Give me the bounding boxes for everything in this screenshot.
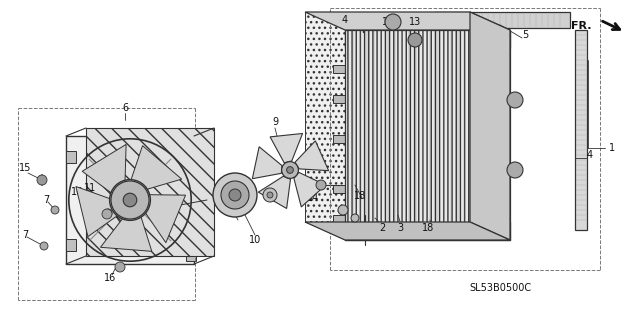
- Bar: [333, 135, 347, 143]
- Polygon shape: [100, 217, 152, 251]
- Circle shape: [115, 262, 125, 272]
- Bar: [66, 136, 194, 264]
- Text: 16: 16: [104, 273, 116, 283]
- Bar: [333, 65, 347, 73]
- Circle shape: [51, 206, 59, 214]
- Circle shape: [385, 14, 401, 30]
- Bar: [435, 12, 570, 28]
- Text: 17: 17: [227, 205, 239, 215]
- Text: 1: 1: [609, 143, 615, 153]
- Circle shape: [37, 175, 47, 185]
- Circle shape: [338, 205, 348, 215]
- Text: 18: 18: [354, 191, 366, 201]
- Circle shape: [507, 162, 523, 178]
- Text: 7: 7: [43, 195, 49, 205]
- Polygon shape: [76, 187, 117, 237]
- Polygon shape: [295, 141, 328, 171]
- Polygon shape: [259, 176, 291, 209]
- Text: 4: 4: [342, 15, 348, 25]
- Bar: [345, 222, 510, 240]
- Text: 4: 4: [587, 150, 593, 160]
- Text: 2: 2: [379, 223, 385, 233]
- Bar: [333, 215, 347, 223]
- Text: 3: 3: [397, 223, 403, 233]
- Text: 9: 9: [272, 117, 278, 127]
- Circle shape: [213, 173, 257, 217]
- Text: 15: 15: [19, 163, 31, 173]
- Polygon shape: [294, 172, 326, 207]
- Circle shape: [507, 92, 523, 108]
- Circle shape: [221, 181, 249, 209]
- Circle shape: [287, 167, 293, 173]
- Bar: [305, 12, 470, 222]
- Circle shape: [40, 242, 48, 250]
- Polygon shape: [305, 222, 510, 240]
- Polygon shape: [146, 195, 186, 243]
- Bar: [186, 249, 196, 261]
- Circle shape: [267, 192, 273, 198]
- Circle shape: [104, 209, 112, 217]
- Circle shape: [263, 188, 277, 202]
- Circle shape: [408, 33, 422, 47]
- Bar: [66, 239, 76, 251]
- Text: FR.: FR.: [570, 21, 591, 31]
- Bar: [333, 95, 347, 103]
- Circle shape: [229, 189, 241, 201]
- Bar: [66, 151, 76, 163]
- Bar: [575, 30, 587, 230]
- Circle shape: [316, 180, 326, 190]
- Text: 18: 18: [422, 223, 434, 233]
- Text: 13: 13: [409, 17, 421, 27]
- Text: 16: 16: [71, 187, 83, 197]
- Text: 7: 7: [22, 230, 28, 240]
- Polygon shape: [305, 12, 510, 30]
- Polygon shape: [131, 146, 182, 189]
- Circle shape: [109, 180, 150, 220]
- Text: 11: 11: [84, 183, 96, 193]
- Bar: [333, 185, 347, 193]
- Circle shape: [123, 193, 137, 207]
- Bar: [345, 30, 510, 240]
- Text: 12: 12: [382, 17, 394, 27]
- Polygon shape: [252, 147, 282, 179]
- Polygon shape: [470, 12, 510, 240]
- Text: 5: 5: [522, 30, 528, 40]
- Bar: [86, 128, 214, 256]
- Text: 14: 14: [307, 193, 319, 203]
- Polygon shape: [270, 133, 303, 163]
- Text: 6: 6: [122, 103, 128, 113]
- Circle shape: [282, 162, 298, 178]
- Circle shape: [351, 214, 359, 222]
- Text: 10: 10: [249, 235, 261, 245]
- Circle shape: [111, 181, 149, 219]
- Bar: [345, 30, 510, 48]
- Polygon shape: [82, 145, 126, 193]
- Text: SL53B0500C: SL53B0500C: [469, 283, 531, 293]
- Circle shape: [102, 209, 112, 219]
